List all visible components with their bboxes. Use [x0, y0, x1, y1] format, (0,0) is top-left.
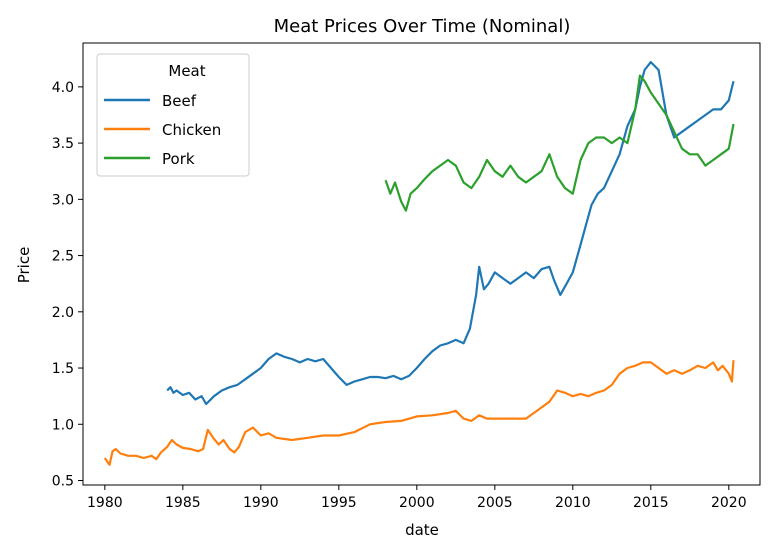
legend-label-beef: Beef — [162, 92, 197, 110]
y-tick-label: 3.5 — [52, 136, 74, 152]
legend-label-chicken: Chicken — [162, 121, 221, 139]
x-tick-label: 2015 — [633, 495, 669, 511]
x-tick-label: 2005 — [477, 495, 513, 511]
plot-lines — [103, 60, 735, 466]
legend-box — [96, 53, 250, 177]
axes-frame — [82, 42, 761, 486]
legend-label-pork: Pork — [162, 150, 195, 168]
legend: Meat Beef Chicken Pork — [96, 53, 250, 177]
series-line-chicken — [103, 360, 735, 466]
series-line-beef — [166, 60, 735, 406]
x-tick-label: 2010 — [555, 495, 591, 511]
x-axis-ticks: 1980 1985 1990 1995 2000 2005 2010 2015 2020 — [87, 485, 747, 511]
x-tick-label: 1980 — [87, 495, 123, 511]
y-axis-ticks: 0.5 1.0 1.5 2.0 2.5 3.0 3.5 4.0 — [52, 80, 83, 490]
chart-title: Meat Prices Over Time (Nominal) — [274, 16, 571, 37]
series-line-pork — [384, 74, 735, 212]
y-tick-label: 1.0 — [52, 417, 74, 433]
y-tick-label: 2.5 — [52, 249, 74, 265]
y-tick-label: 1.5 — [52, 361, 74, 377]
legend-title: Meat — [168, 62, 205, 80]
x-tick-label: 1990 — [243, 495, 279, 511]
y-tick-label: 4.0 — [52, 80, 74, 96]
y-tick-label: 2.0 — [52, 305, 74, 321]
x-tick-label: 1985 — [165, 495, 201, 511]
x-axis-title: date — [405, 521, 439, 539]
y-axis-title: Price — [15, 247, 33, 284]
x-tick-label: 2020 — [711, 495, 747, 511]
x-tick-label: 2000 — [399, 495, 435, 511]
y-tick-label: 3.0 — [52, 192, 74, 208]
x-tick-label: 1995 — [321, 495, 357, 511]
y-tick-label: 0.5 — [52, 474, 74, 490]
